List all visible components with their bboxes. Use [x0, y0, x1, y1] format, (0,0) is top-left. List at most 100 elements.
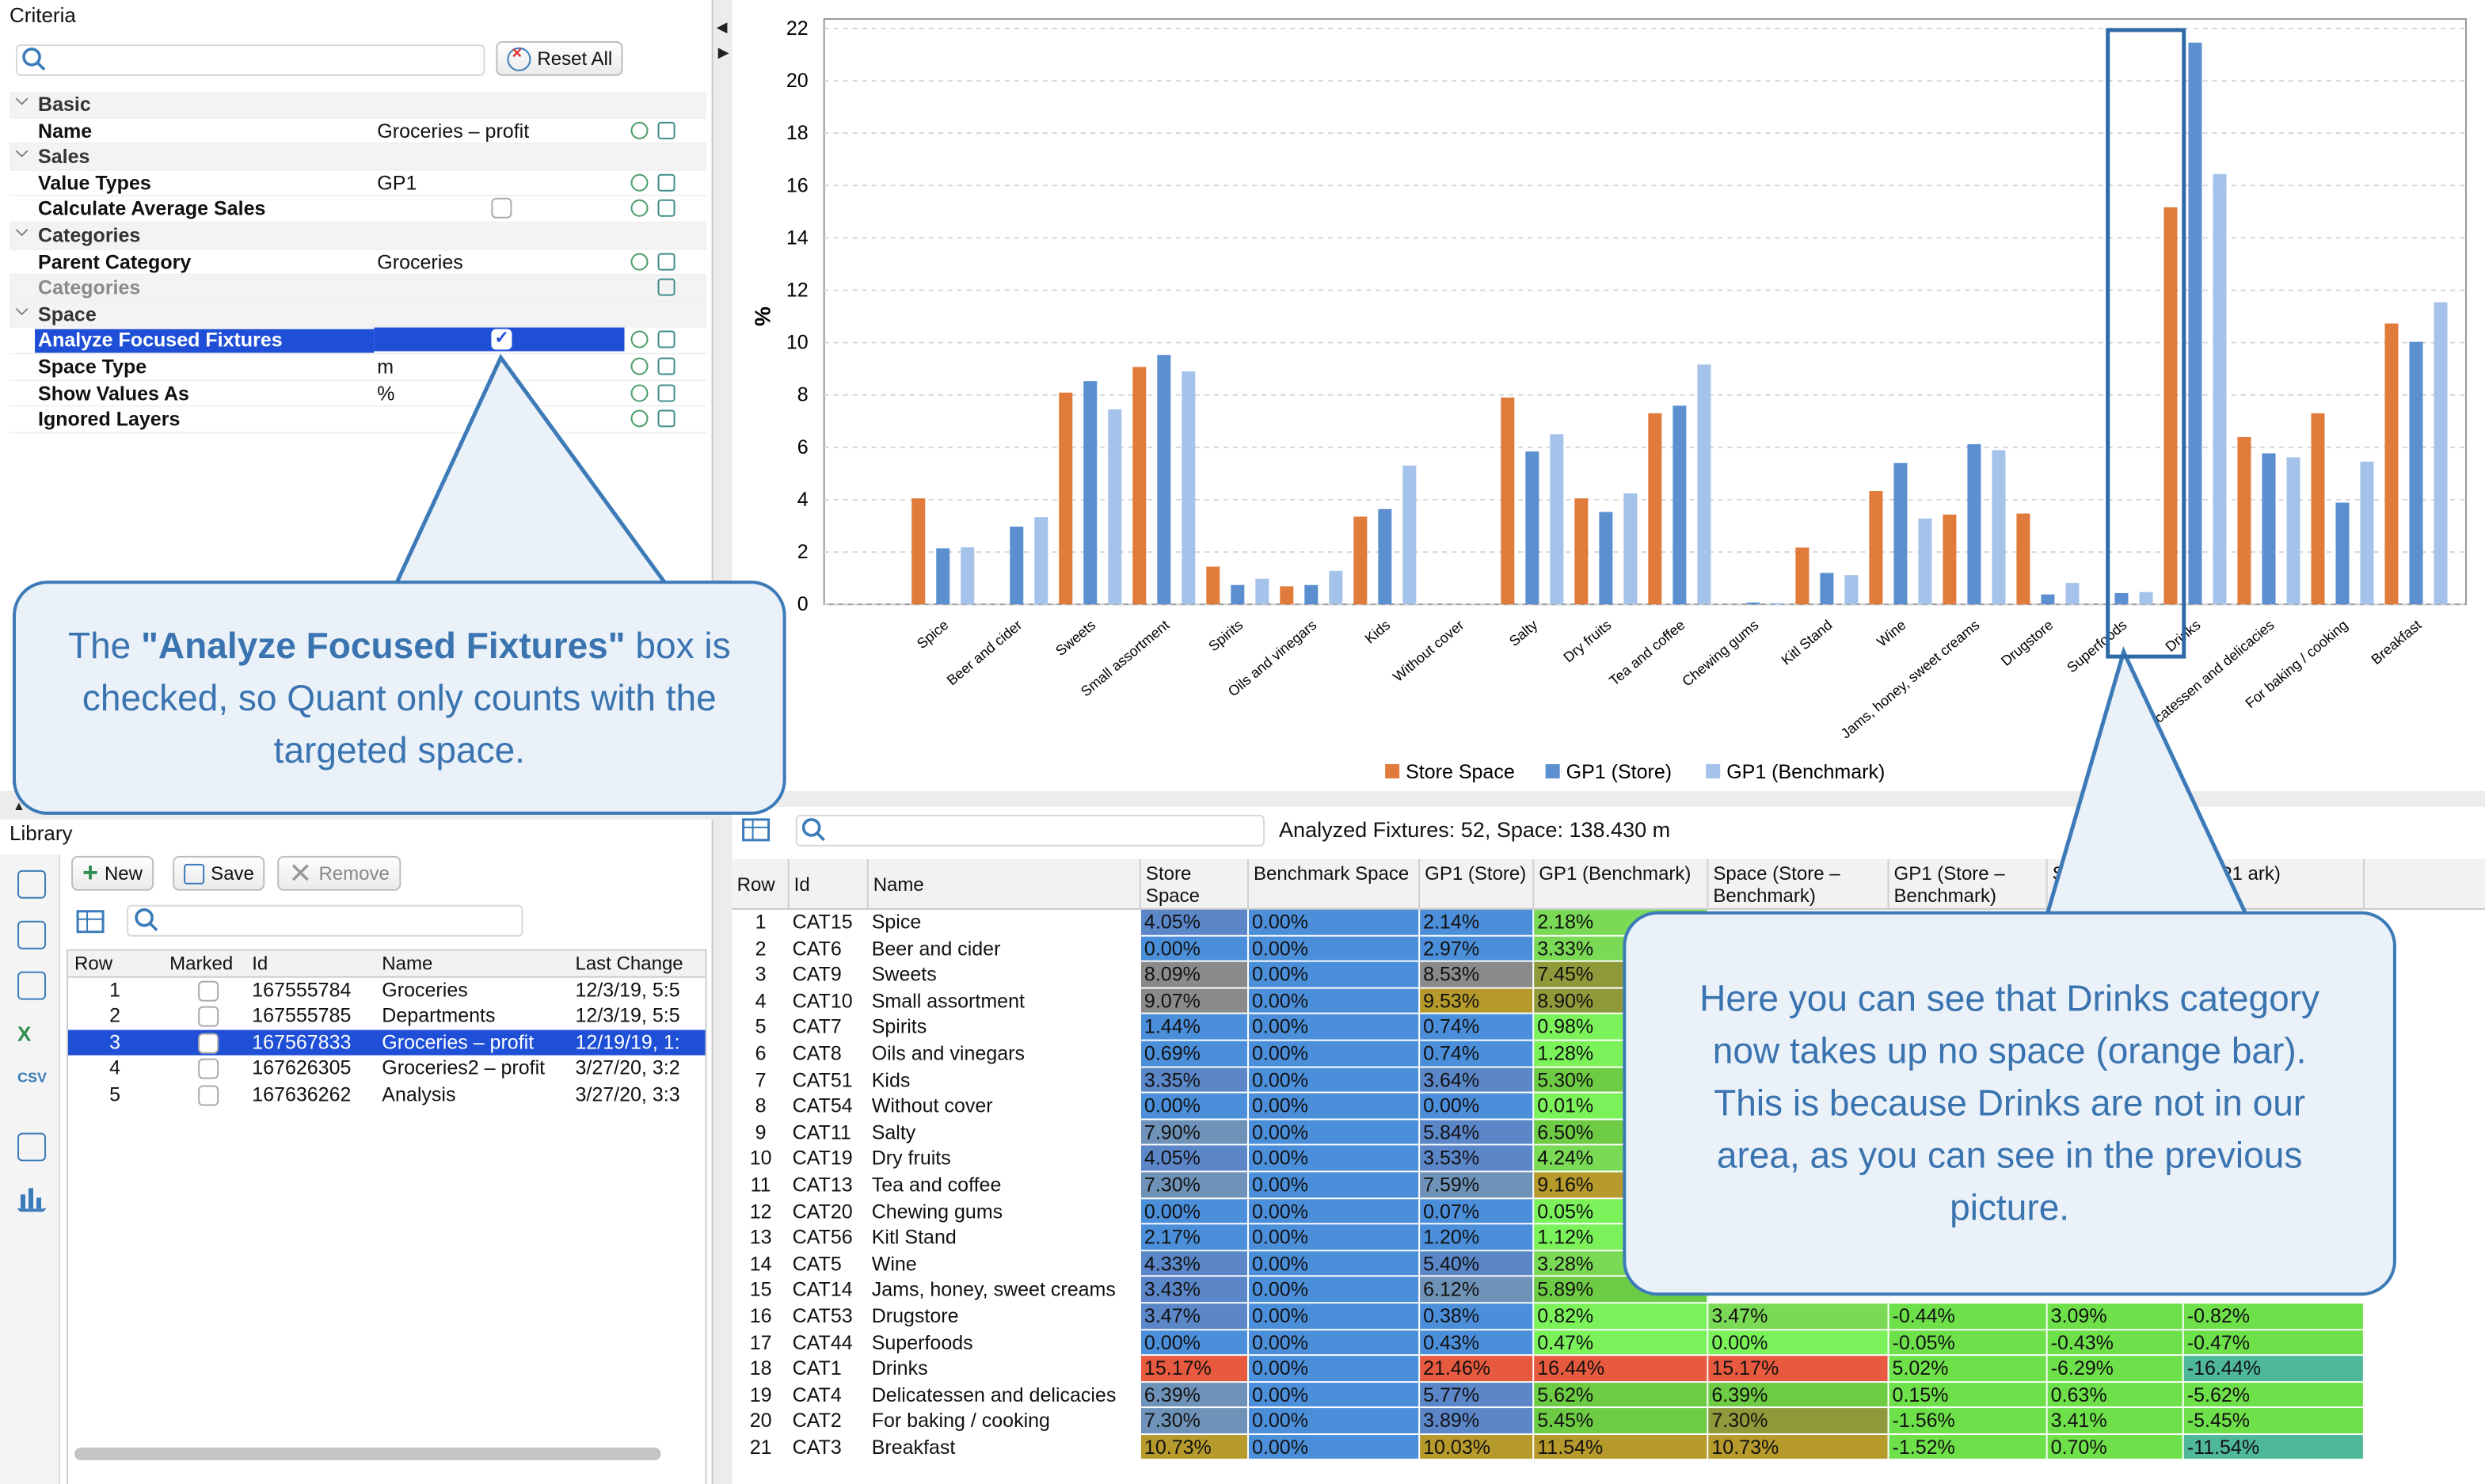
grid-row[interactable]: 11 CAT13 Tea and coffee 7.30% 0.00% 7.59% 9.16…	[733, 1172, 2485, 1199]
grid-row[interactable]: 16 CAT53 Drugstore 3.47% 0.00% 0.38% 0.82% 3.47…	[733, 1303, 2485, 1330]
criteria-prop-parent-category[interactable]: Parent Category Groceries	[10, 249, 707, 276]
bar-chart-icon[interactable]	[17, 1183, 47, 1212]
grid-settings-icon[interactable]	[742, 816, 774, 845]
grid-row[interactable]: 6 CAT8 Oils and vinegars 0.69% 0.00% 0.74% 1.2…	[733, 1041, 2485, 1067]
grid-col-header[interactable]: Spa (St	[2048, 858, 2184, 910]
edit-icon[interactable]	[657, 200, 675, 218]
prop-value[interactable]: m	[377, 356, 394, 379]
grid-col-header[interactable]: GP1 (Store)	[1420, 858, 1535, 910]
grid-cell-id: CAT2	[792, 1410, 842, 1433]
criteria-prop-space-type[interactable]: Space Type m	[10, 354, 707, 381]
col-marked[interactable]: Marked	[169, 952, 234, 975]
criteria-prop-value-types[interactable]: Value Types GP1	[10, 170, 707, 197]
grid-col-header[interactable]: Store Space	[1141, 858, 1250, 910]
grid-col-header[interactable]: – GP1 ark)	[2184, 858, 2365, 910]
grid-settings-icon[interactable]	[76, 908, 108, 937]
marked-checkbox[interactable]	[198, 1059, 219, 1080]
help-icon[interactable]	[17, 971, 47, 1000]
grid-row[interactable]: 5 CAT7 Spirits 1.44% 0.00% 0.74% 0.98%	[733, 1014, 2485, 1041]
edit-icon[interactable]	[657, 252, 675, 270]
horizontal-scrollbar[interactable]	[74, 1448, 661, 1461]
criteria-group-sales[interactable]: ⌵ Sales	[10, 144, 707, 171]
grid-row[interactable]: 21 CAT3 Breakfast 10.73% 0.00% 10.03% 11.54% 10…	[733, 1434, 2485, 1461]
chevron-down-icon[interactable]: ⌵	[16, 144, 29, 162]
marked-checkbox[interactable]	[198, 1033, 219, 1054]
criteria-prop-calculate-average-sales[interactable]: Calculate Average Sales	[10, 196, 707, 223]
excel-export-icon[interactable]: X	[17, 1022, 32, 1046]
csv-export-icon[interactable]: CSV	[17, 1069, 48, 1086]
grid-row[interactable]: 17 CAT44 Superfoods 0.00% 0.00% 0.43% 0.47% 0.0…	[733, 1330, 2485, 1357]
collapse-left-icon[interactable]: ◀	[716, 18, 728, 35]
edit-icon[interactable]	[657, 121, 675, 139]
prop-value[interactable]: GP1	[377, 172, 417, 195]
criteria-prop-analyze-focused-fixtures[interactable]: Analyze Focused Fixtures ✓	[10, 328, 707, 355]
criteria-group-basic[interactable]: ⌵ Basic	[10, 91, 707, 119]
library-search-input[interactable]	[127, 904, 523, 937]
criteria-prop-ignored-layers[interactable]: Ignored Layers	[10, 407, 707, 433]
expand-right-icon[interactable]: ▶	[717, 44, 729, 60]
marked-checkbox[interactable]	[198, 1006, 219, 1027]
grid-col-header[interactable]: GP1 (Benchmark)	[1534, 858, 1709, 910]
checklist-icon[interactable]	[17, 869, 47, 899]
reset-value-icon[interactable]	[630, 383, 649, 401]
prop-value[interactable]: Groceries	[377, 250, 463, 273]
chevron-down-icon[interactable]: ⌵	[16, 302, 29, 320]
grid-row[interactable]: 3 CAT9 Sweets 8.09% 0.00% 8.53% 7.45%	[733, 962, 2485, 989]
new-button[interactable]: + New	[71, 855, 154, 891]
reset-value-icon[interactable]	[630, 357, 649, 375]
chevron-down-icon[interactable]: ⌵	[16, 91, 29, 109]
grid-row[interactable]: 12 CAT20 Chewing gums 0.00% 0.00% 0.07% 0.05%	[733, 1198, 2485, 1225]
copy-icon[interactable]	[17, 920, 47, 949]
remove-button[interactable]: ✕ Remove	[277, 855, 401, 891]
library-row[interactable]: 2 167555785 Departments 12/3/19, 5:5	[68, 1003, 706, 1029]
col-row[interactable]: Row	[74, 952, 113, 975]
reset-value-icon[interactable]	[630, 252, 649, 270]
criteria-group-categories[interactable]: ⌵ Categories	[10, 223, 707, 249]
reset-value-icon[interactable]	[630, 200, 649, 218]
library-row[interactable]: 4 167626305 Groceries2 – profit 3/27/20, 3:…	[68, 1056, 706, 1082]
grid-row[interactable]: 4 CAT10 Small assortment 9.07% 0.00% 9.53% 8.9…	[733, 988, 2485, 1015]
edit-icon[interactable]	[657, 173, 675, 192]
col-last-change[interactable]: Last Change	[575, 952, 683, 975]
grid-col-header[interactable]: GP1 (Store – Benchmark)	[1889, 858, 2048, 910]
checked-checkbox[interactable]: ✓	[491, 329, 512, 351]
table-settings-icon[interactable]	[17, 1132, 47, 1162]
edit-icon[interactable]	[657, 357, 675, 375]
criteria-prop-show-values-as[interactable]: Show Values As%	[10, 381, 707, 407]
prop-value[interactable]: Groceries – profit	[377, 120, 530, 142]
reset-value-icon[interactable]	[630, 121, 649, 139]
grid-row[interactable]: 20 CAT2 For baking / cooking 7.30% 0.00% 3.89…	[733, 1408, 2485, 1435]
grid-col-header[interactable]: Row	[733, 858, 790, 910]
edit-icon[interactable]	[657, 383, 675, 401]
criteria-search-input[interactable]	[16, 44, 485, 76]
edit-icon[interactable]	[657, 409, 675, 428]
library-row[interactable]: 5 167636262 Analysis 3/27/20, 3:3	[68, 1082, 706, 1108]
unchecked-checkbox[interactable]	[491, 198, 512, 219]
marked-checkbox[interactable]	[198, 980, 219, 1001]
reset-value-icon[interactable]	[630, 409, 649, 428]
library-row[interactable]: 1 167555784 Groceries 12/3/19, 5:5	[68, 977, 706, 1003]
reset-all-button[interactable]: × Reset All	[496, 40, 624, 76]
grid-row[interactable]: 19 CAT4 Delicatessen and delicacies 6.39% 0.…	[733, 1382, 2485, 1409]
reset-value-icon[interactable]	[630, 173, 649, 192]
grid-col-header[interactable]: Benchmark Space	[1249, 858, 1421, 910]
col-id[interactable]: Id	[252, 952, 268, 975]
edit-icon[interactable]	[657, 278, 675, 296]
criteria-prop-name[interactable]: Name Groceries – profit	[10, 118, 707, 145]
criteria-group-categories[interactable]: Categories	[10, 275, 707, 303]
marked-checkbox[interactable]	[198, 1085, 219, 1106]
reset-value-icon[interactable]	[630, 331, 649, 349]
chevron-down-icon[interactable]: ⌵	[16, 223, 29, 241]
library-row[interactable]: 3 167567833 Groceries – profit 12/19/19, 1:	[68, 1029, 706, 1056]
grid-col-header[interactable]: Id	[790, 858, 869, 910]
save-button[interactable]: Save	[173, 855, 265, 891]
grid-col-header[interactable]: Space (Store – Benchmark)	[1708, 858, 1889, 910]
edit-icon[interactable]	[657, 331, 675, 349]
criteria-group-space[interactable]: ⌵ Space	[10, 302, 707, 329]
grid-search-input[interactable]	[795, 814, 1265, 847]
prop-value[interactable]: %	[377, 382, 395, 405]
grid-row[interactable]: 9 CAT11 Salty 7.90% 0.00% 5.84% 6.50%	[733, 1119, 2485, 1147]
col-name[interactable]: Name	[382, 952, 433, 975]
grid-col-header[interactable]: Name	[869, 858, 1141, 910]
grid-row[interactable]: 18 CAT1 Drinks 15.17% 0.00% 21.46% 16.44% 15.17…	[733, 1356, 2485, 1383]
